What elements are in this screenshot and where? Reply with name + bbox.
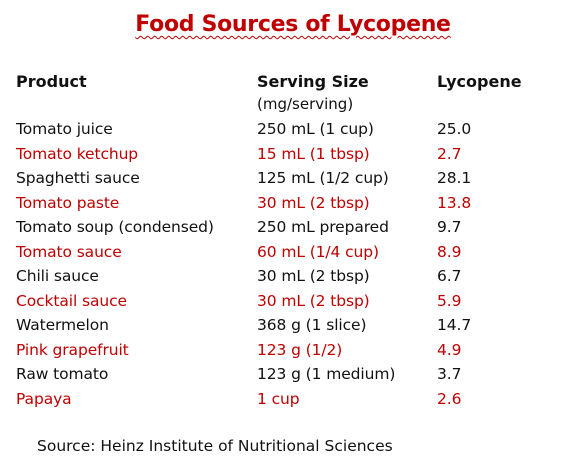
product-cell: Spaghetti sauce: [16, 169, 140, 187]
lycopene-cell: 13.8: [437, 193, 472, 212]
serving-size-cell: 250 mL prepared: [257, 218, 389, 236]
serving-size-cell: 1 cup: [257, 389, 300, 408]
table-row: Pink grapefruit 123 g (1/2) 4.9: [0, 341, 586, 365]
serving-size-cell: 30 mL (2 tbsp): [257, 193, 370, 212]
table-row: Chili sauce 30 mL (2 tbsp) 6.7: [0, 267, 586, 291]
lycopene-cell: 6.7: [437, 267, 462, 285]
lycopene-cell: 8.9: [437, 242, 462, 261]
header-unit-note: (mg/serving): [257, 95, 354, 113]
serving-size-cell: 368 g (1 slice): [257, 316, 367, 334]
table-row: Watermelon 368 g (1 slice) 14.7: [0, 316, 586, 340]
serving-size-cell: 15 mL (1 tbsp): [257, 144, 370, 163]
serving-size-cell: 250 mL (1 cup): [257, 120, 374, 138]
lycopene-cell: 2.6: [437, 389, 462, 408]
serving-size-cell: 123 g (1 medium): [257, 365, 396, 383]
serving-size-cell: 60 mL (1/4 cup): [257, 242, 379, 261]
lycopene-cell: 14.7: [437, 316, 472, 334]
serving-size-cell: 30 mL (2 tbsp): [257, 267, 370, 285]
table-row: Tomato juice 250 mL (1 cup) 25.0: [0, 120, 586, 144]
lycopene-cell: 25.0: [437, 120, 472, 138]
table-row: Tomato paste 30 mL (2 tbsp) 13.8: [0, 194, 586, 218]
lycopene-cell: 28.1: [437, 169, 472, 187]
table-row: Cocktail sauce 30 mL (2 tbsp) 5.9: [0, 292, 586, 316]
product-cell: Watermelon: [16, 316, 109, 334]
serving-size-cell: 123 g (1/2): [257, 340, 343, 359]
page-title: Food Sources of Lycopene: [0, 12, 586, 37]
header-product: Product: [16, 72, 87, 91]
product-cell: Tomato sauce: [16, 242, 122, 261]
table-row: Tomato soup (condensed) 250 mL prepared 9.…: [0, 218, 586, 242]
table-row: Papaya 1 cup 2.6: [0, 390, 586, 414]
serving-size-cell: 125 mL (1/2 cup): [257, 169, 389, 187]
product-cell: Pink grapefruit: [16, 340, 129, 359]
source-citation: Source: Heinz Institute of Nutritional S…: [37, 437, 393, 455]
header-lycopene: Lycopene: [437, 72, 522, 91]
table-row: Spaghetti sauce 125 mL (1/2 cup) 28.1: [0, 169, 586, 193]
product-cell: Cocktail sauce: [16, 291, 127, 310]
product-cell: Chili sauce: [16, 267, 99, 285]
product-cell: Papaya: [16, 389, 72, 408]
product-cell: Tomato juice: [16, 120, 113, 138]
product-cell: Tomato soup (condensed): [16, 218, 214, 236]
table-row: Raw tomato 123 g (1 medium) 3.7: [0, 365, 586, 389]
lycopene-cell: 2.7: [437, 144, 462, 163]
lycopene-cell: 9.7: [437, 218, 462, 236]
product-cell: Tomato paste: [16, 193, 120, 212]
lycopene-cell: 5.9: [437, 291, 462, 310]
title-text: Food Sources of Lycopene: [135, 12, 451, 37]
table-row: Tomato sauce 60 mL (1/4 cup) 8.9: [0, 243, 586, 267]
header-serving-size: Serving Size: [257, 72, 369, 91]
serving-size-cell: 30 mL (2 tbsp): [257, 291, 370, 310]
product-cell: Tomato ketchup: [16, 144, 139, 163]
lycopene-cell: 4.9: [437, 340, 462, 359]
product-cell: Raw tomato: [16, 365, 109, 383]
lycopene-cell: 3.7: [437, 365, 462, 383]
table-row: Tomato ketchup 15 mL (1 tbsp) 2.7: [0, 145, 586, 169]
